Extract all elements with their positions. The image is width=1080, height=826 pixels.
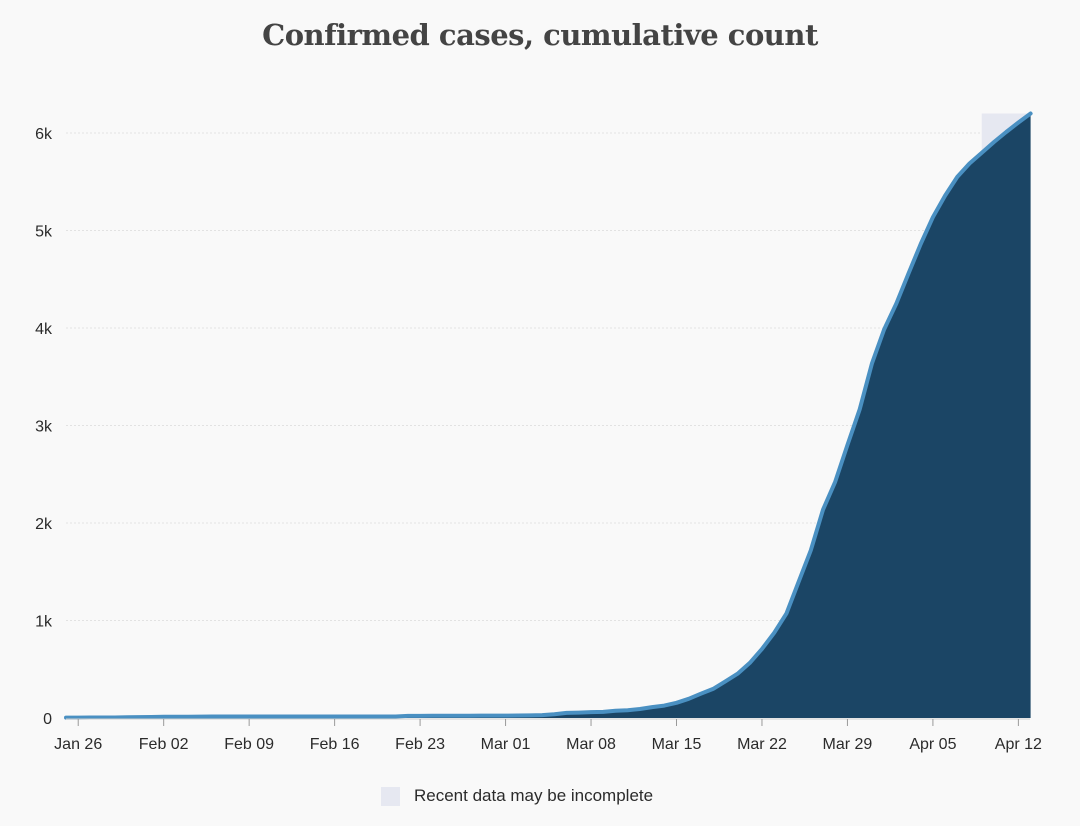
x-tick-label: Apr 05 — [909, 736, 956, 753]
x-tick-label: Apr 12 — [995, 736, 1042, 753]
grid-lines — [66, 132, 1030, 621]
x-tick-label: Feb 09 — [224, 736, 274, 753]
y-tick-label: 0 — [43, 711, 52, 728]
x-tick-label: Mar 01 — [481, 736, 531, 753]
x-tick-label: Feb 23 — [395, 736, 445, 753]
x-tick-label: Mar 08 — [566, 736, 616, 753]
y-tick-label: 4k — [35, 321, 53, 338]
y-axis: 0 1k 2k 3k 4k 5k 6k — [35, 126, 53, 728]
legend-swatch — [381, 786, 400, 806]
x-axis: Jan 26 Feb 02 Feb 09 Feb 16 Feb 23 Mar 01 Mar … — [54, 718, 1042, 753]
x-tick-label: Mar 22 — [737, 736, 787, 753]
cases-area — [66, 113, 1031, 718]
y-tick-label: 5k — [35, 224, 53, 241]
x-tick-label: Jan 26 — [54, 736, 102, 753]
x-tick-label: Feb 02 — [139, 736, 189, 753]
chart-title: Confirmed cases, cumulative count — [262, 18, 818, 52]
y-tick-label: 2k — [35, 516, 53, 533]
y-tick-label: 3k — [35, 419, 53, 436]
y-tick-label: 1k — [35, 614, 53, 631]
y-tick-label: 6k — [35, 126, 53, 143]
x-tick-label: Mar 29 — [823, 736, 873, 753]
legend-label: Recent data may be incomplete — [414, 786, 654, 805]
cases-line — [64, 111, 1033, 720]
legend: Recent data may be incomplete — [381, 784, 653, 808]
x-tick-label: Feb 16 — [310, 736, 360, 753]
x-tick-label: Mar 15 — [652, 736, 702, 753]
